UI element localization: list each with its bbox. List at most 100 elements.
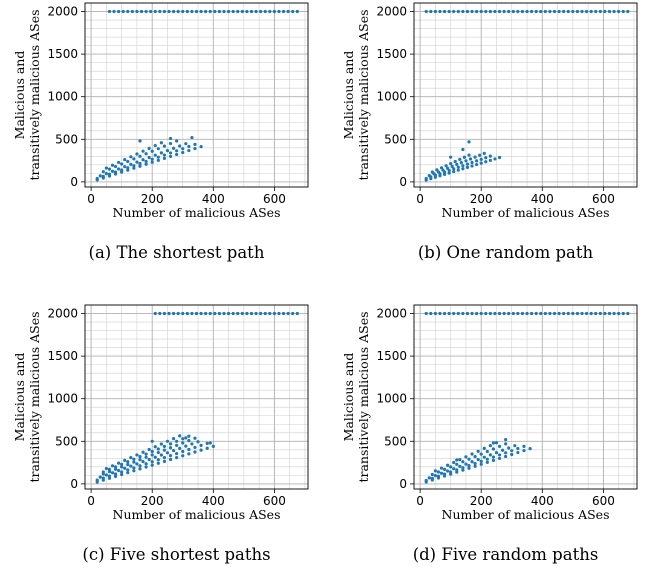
data-point [181,147,185,151]
data-point [484,160,488,164]
plot-frame [413,2,638,188]
data-point [493,157,497,161]
data-point [162,156,167,160]
data-point [113,465,118,469]
data-point [433,9,437,14]
data-point [522,444,526,449]
data-point [584,9,589,14]
data-point [130,9,134,14]
data-point [485,449,489,454]
data-point [199,443,203,447]
data-point [473,461,477,466]
data-point [626,311,630,316]
data-point [462,155,467,159]
data-point [461,311,465,316]
data-point [507,446,511,450]
data-point [488,158,492,162]
data-point [139,9,144,14]
data-point [470,311,474,316]
data-point [162,456,167,460]
data-point [120,462,124,466]
data-point [259,9,263,14]
data-point [479,157,483,161]
data-point [566,9,570,14]
data-point [511,9,515,14]
data-point [162,153,167,157]
data-point [497,155,502,160]
y-tick-label: 0 [399,477,407,491]
data-point [196,440,200,444]
data-point [101,476,105,480]
data-point [626,9,630,14]
subfigure-caption: (b) One random path [418,243,594,262]
data-point [156,450,160,455]
data-point [193,450,197,454]
data-point [497,456,502,461]
data-point [184,142,188,146]
data-point [123,466,127,470]
data-point [162,459,167,463]
data-point [110,471,115,475]
data-point [168,457,173,462]
data-point [168,154,173,159]
data-point [548,311,552,316]
data-point [493,9,497,14]
data-point [107,476,112,480]
x-tick-label: 0 [416,192,424,206]
x-tick-label: 200 [470,192,493,206]
data-point [178,434,182,438]
data-point [617,311,621,316]
data-point [153,153,157,157]
data-point [543,311,547,316]
data-point [268,9,272,14]
data-point [584,311,589,316]
data-point [467,463,471,468]
data-point [552,9,557,14]
data-point [213,9,217,14]
data-point [168,151,173,155]
data-point [181,437,185,441]
data-point [138,464,142,468]
data-point [126,168,130,172]
x-tick-label: 600 [592,192,615,206]
data-point [424,311,428,316]
data-point [187,434,191,438]
data-point [447,171,451,175]
data-point [566,311,570,316]
data-point [461,164,465,168]
data-point [153,455,157,459]
data-point [439,471,444,475]
data-point [217,9,222,14]
data-point [433,311,437,316]
data-point [129,464,133,468]
data-point [132,157,136,161]
data-point [249,9,254,14]
data-point [110,464,115,468]
data-point [112,9,116,14]
data-point [424,176,428,181]
data-point [138,467,142,471]
subfigure-caption: (c) Five shortest paths [82,545,270,564]
data-point [467,457,471,461]
data-point [107,9,112,14]
data-point [159,141,163,145]
data-point [458,157,462,161]
data-point [153,311,157,316]
data-point [507,311,511,316]
data-point [580,9,584,14]
data-point [120,168,124,172]
data-point [107,172,112,176]
data-point [150,460,154,464]
data-point [147,457,151,462]
x-tick-label: 0 [87,494,95,508]
y-axis-label: Malicious and [341,353,356,442]
data-point [277,9,281,14]
data-point [95,176,99,181]
data-point [520,311,525,316]
data-point [452,467,456,471]
data-point [494,441,499,445]
data-point [465,9,470,14]
data-point [213,311,217,316]
data-point [144,9,148,14]
data-point [525,311,529,316]
